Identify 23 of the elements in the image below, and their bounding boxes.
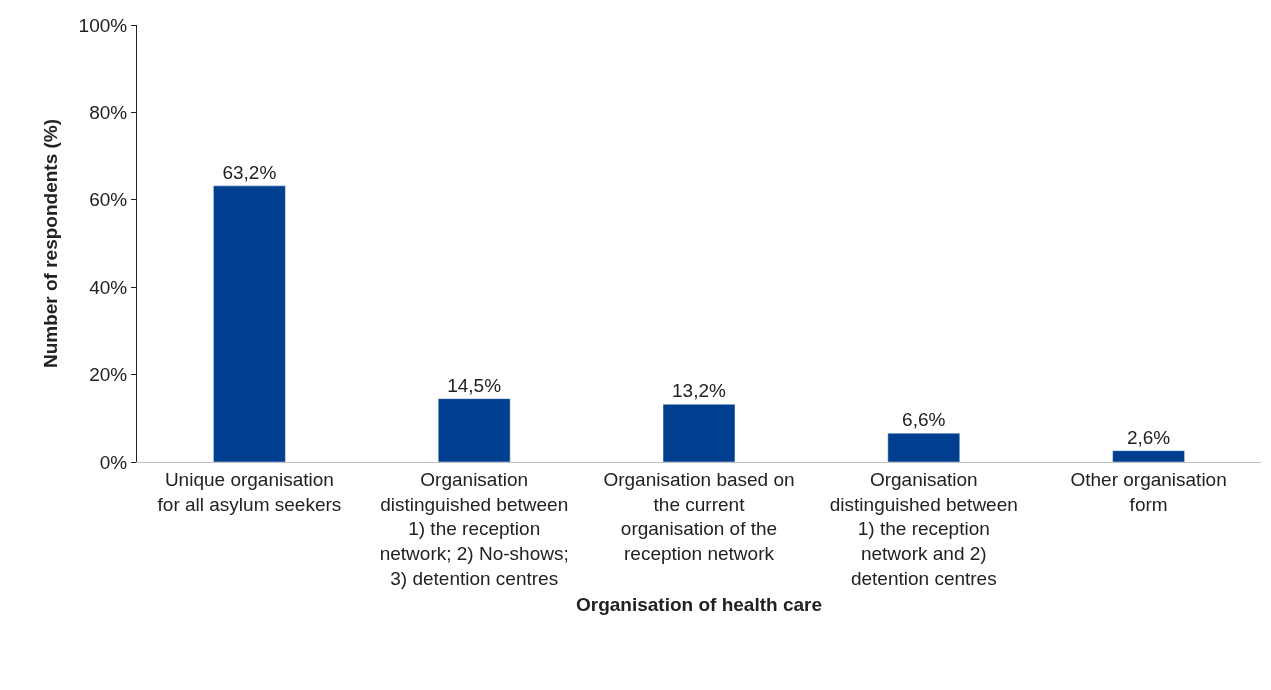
x-tick-label: Organisation based on the current organisation of the reception network [603, 468, 795, 564]
x-tick-label: Organisation distinguished between 1) the reception network; 2) No-shows; 3) detention centres [379, 468, 569, 589]
data-label: 13,2% [672, 380, 726, 402]
bar [437, 398, 511, 462]
y-tick-label: 80% [89, 102, 128, 124]
y-axis-title: Number of respondents (%) [40, 118, 62, 369]
bar [662, 404, 736, 462]
bar [213, 185, 286, 462]
y-tick-label: 100% [78, 14, 128, 36]
y-tick-label: 20% [89, 364, 128, 386]
bar [1112, 450, 1185, 462]
y-tick-label: 40% [89, 276, 128, 298]
data-label: 63,2% [222, 161, 277, 183]
x-tick-label: Organisation distinguished between 1) the reception network and 2) detention centres [829, 468, 1018, 589]
x-axis-title: Organisation of health care [576, 594, 822, 616]
y-tick-label: 60% [89, 189, 128, 211]
bar [887, 432, 961, 462]
x-tick-label: Other organisation form [1070, 468, 1227, 515]
x-tick-label: Unique organisation for all asylum seekers [157, 468, 342, 515]
data-label: 14,5% [447, 374, 502, 396]
data-label: 6,6% [902, 409, 946, 431]
data-label: 2,6% [1126, 426, 1171, 448]
y-tick-label: 0% [99, 451, 128, 473]
